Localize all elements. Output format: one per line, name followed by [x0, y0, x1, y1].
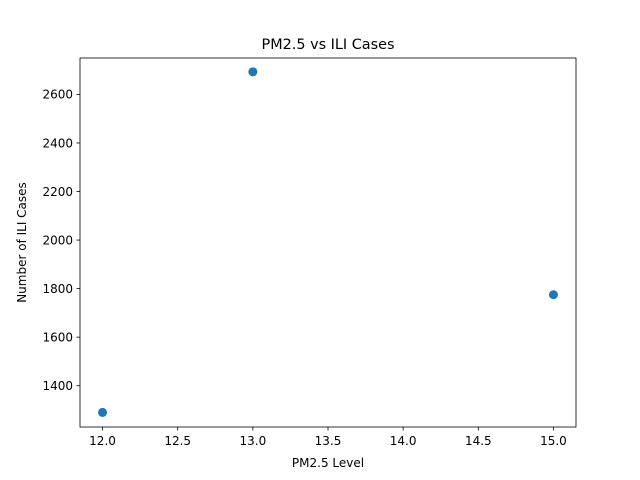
x-axis-label: PM2.5 Level: [292, 456, 364, 470]
x-tick-label: 13.0: [239, 434, 266, 448]
chart-title: PM2.5 vs ILI Cases: [262, 37, 395, 53]
x-tick-label: 15.0: [540, 434, 567, 448]
y-tick-label: 2200: [42, 185, 73, 199]
data-point: [548, 290, 558, 300]
data-point: [98, 407, 108, 417]
x-tick-label: 13.5: [315, 434, 342, 448]
x-tick-label: 12.0: [89, 434, 116, 448]
y-axis-ticks: 1400 1600 1800 2000 2200 2400 2600: [42, 88, 80, 393]
y-tick-label: 2000: [42, 233, 73, 247]
plot-frame: [79, 57, 577, 428]
y-tick-label: 1400: [42, 379, 73, 393]
x-tick-label: 12.5: [164, 434, 191, 448]
y-tick-label: 2400: [42, 136, 73, 150]
y-tick-label: 1600: [42, 330, 73, 344]
y-axis-label: Number of ILI Cases: [15, 182, 29, 303]
data-points: [98, 67, 558, 417]
y-tick-label: 2600: [42, 88, 73, 102]
data-point: [248, 67, 258, 77]
x-tick-label: 14.0: [390, 434, 417, 448]
y-tick-label: 1800: [42, 282, 73, 296]
x-axis-ticks: 12.0 12.5 13.0 13.5 14.0 14.5 15.0: [89, 427, 567, 448]
x-tick-label: 14.5: [465, 434, 492, 448]
